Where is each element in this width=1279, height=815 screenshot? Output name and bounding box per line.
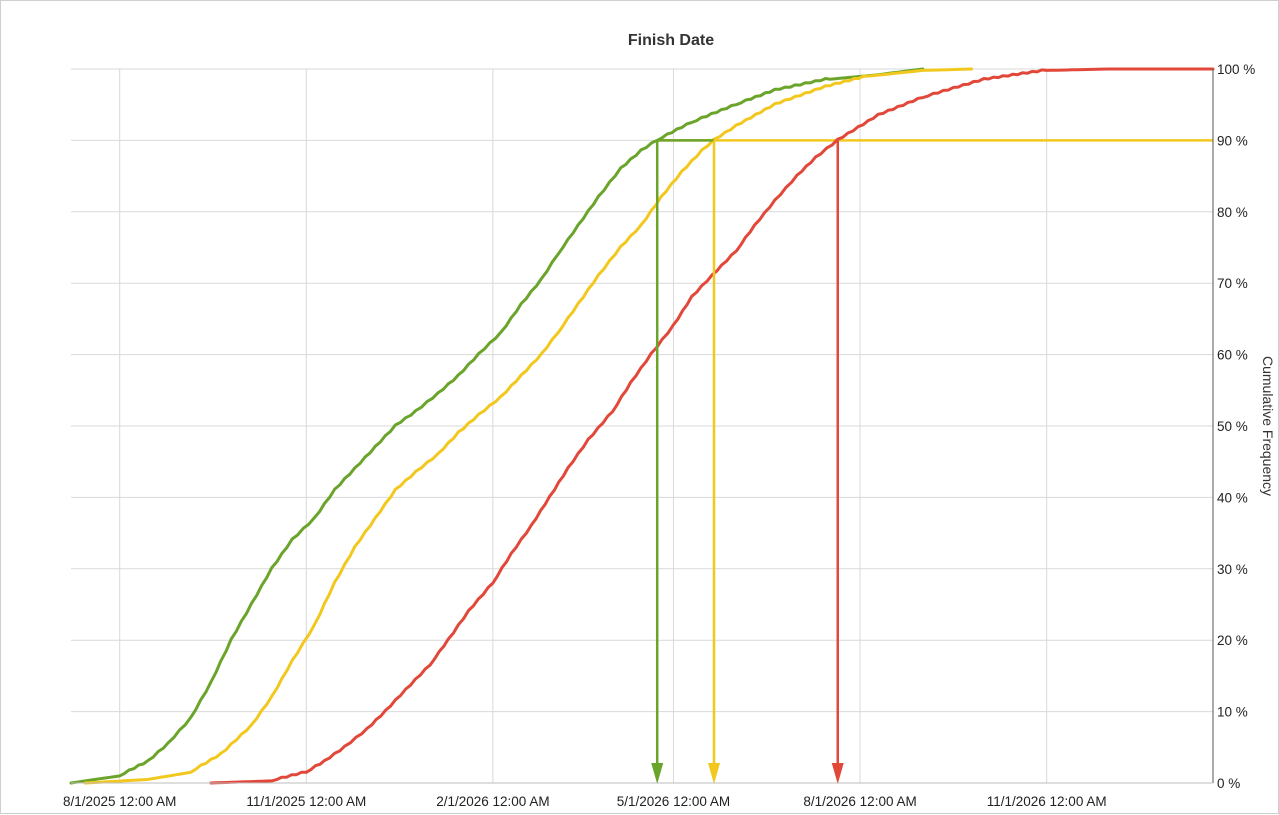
x-tick-label: 5/1/2026 12:00 AM (617, 794, 730, 809)
drop-arrowhead-3 (831, 763, 844, 784)
y-axis-title: Cumulative Frequency (1260, 356, 1276, 496)
y-tick-label: 20 % (1217, 633, 1248, 648)
y-tick-label: 80 % (1217, 205, 1248, 220)
x-tick-label: 8/1/2026 12:00 AM (803, 794, 916, 809)
marker-layer (651, 139, 844, 784)
drop-arrowhead-2 (708, 763, 721, 784)
series-line-1 (69, 67, 925, 785)
axis-layer: 0 % 10 % 20 % 30 % 40 % 50 % 60 % 70 % 80 % 90 % 1… (63, 62, 1255, 809)
y-tick-label: 70 % (1217, 276, 1248, 291)
grid-layer (71, 68, 1213, 784)
y-tick-label: 50 % (1217, 419, 1248, 434)
x-tick-label: 11/1/2025 12:00 AM (246, 794, 366, 809)
x-tick-label: 11/1/2026 12:00 AM (987, 794, 1107, 809)
y-tick-label: 0 % (1217, 776, 1240, 791)
y-tick-label: 10 % (1217, 705, 1248, 720)
y-tick-label: 30 % (1217, 562, 1248, 577)
x-tick-label: 8/1/2025 12:00 AM (63, 794, 176, 809)
chart-title: Finish Date (628, 32, 714, 49)
series-line-3 (209, 67, 1215, 785)
y-tick-label: 60 % (1217, 348, 1248, 363)
x-tick-label: 2/1/2026 12:00 AM (436, 794, 549, 809)
y-tick-label: 90 % (1217, 133, 1248, 148)
drop-arrowhead-1 (651, 763, 664, 784)
y-tick-label: 100 % (1217, 62, 1255, 77)
series-layer (69, 67, 1215, 785)
series-line-2 (83, 67, 974, 785)
y-tick-label: 40 % (1217, 490, 1248, 505)
